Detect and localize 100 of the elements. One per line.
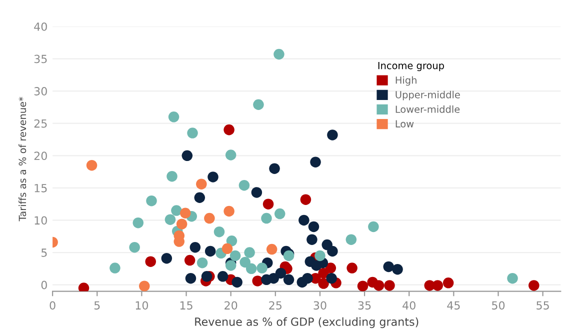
point — [168, 112, 180, 122]
point — [208, 172, 218, 182]
point — [308, 221, 320, 232]
point — [310, 156, 321, 168]
point — [298, 214, 310, 226]
y-tick-label: 35 — [34, 54, 47, 64]
point — [171, 205, 182, 216]
point — [275, 268, 286, 279]
point — [110, 262, 120, 274]
x-tick-label: 10 — [136, 301, 148, 310]
point — [261, 212, 272, 224]
point — [204, 212, 215, 224]
legend-title: Income group — [378, 62, 444, 72]
y-axis-title: Tariffs as a % of revenue* — [18, 96, 26, 222]
y-tick-label: 30 — [34, 87, 47, 96]
legend-label: High — [396, 76, 416, 86]
legend-label: Upper-middle — [396, 90, 460, 100]
x-tick-label: 50 — [492, 301, 505, 310]
point — [201, 271, 212, 282]
point — [180, 208, 191, 219]
point — [164, 214, 176, 225]
point — [528, 280, 540, 291]
point — [262, 198, 274, 210]
point — [182, 150, 193, 162]
y-tick-label: 25 — [34, 119, 47, 128]
point — [240, 256, 250, 268]
point — [196, 178, 207, 190]
point — [176, 218, 188, 230]
point — [306, 234, 318, 245]
point — [266, 244, 278, 255]
point — [132, 217, 144, 228]
point — [384, 280, 395, 291]
point — [226, 236, 238, 246]
point — [283, 274, 294, 286]
y-tick-label: 5 — [41, 248, 47, 257]
point — [373, 280, 384, 291]
point — [238, 180, 250, 191]
point — [225, 150, 236, 160]
point — [224, 124, 234, 136]
point — [383, 261, 394, 272]
point — [300, 194, 312, 205]
point — [196, 257, 208, 268]
point — [78, 282, 90, 292]
point — [145, 256, 156, 267]
point — [224, 206, 234, 217]
point — [244, 247, 255, 258]
point — [230, 250, 241, 262]
point — [326, 272, 337, 284]
point — [222, 243, 233, 254]
point — [256, 262, 268, 274]
x-tick-label: 5 — [94, 301, 100, 310]
point — [251, 187, 262, 198]
x-tick-label: 15 — [180, 301, 192, 310]
point — [161, 252, 172, 264]
point — [187, 128, 198, 138]
point — [314, 250, 326, 262]
point — [225, 260, 236, 271]
point — [138, 280, 150, 292]
point — [346, 262, 358, 274]
point — [368, 221, 379, 232]
point — [214, 226, 225, 238]
point — [86, 160, 98, 171]
point — [442, 278, 454, 288]
x-tick-label: 0 — [50, 301, 56, 310]
point — [252, 276, 263, 286]
point — [204, 246, 216, 257]
point — [318, 278, 329, 289]
x-tick-label: 20 — [224, 301, 238, 310]
y-tick-label: 0 — [41, 280, 47, 290]
point — [194, 192, 206, 204]
x-tick-label: 35 — [358, 301, 371, 310]
point — [185, 272, 196, 284]
point — [269, 163, 280, 174]
point — [346, 234, 357, 245]
y-tick-label: 15 — [34, 184, 47, 192]
legend-label: Lower-middle — [396, 105, 460, 113]
point — [217, 271, 228, 282]
point — [268, 272, 279, 284]
y-tick-label: 10 — [34, 216, 47, 225]
x-tick-label: 25 — [269, 301, 282, 310]
point — [129, 242, 140, 253]
x-tick-label: 45 — [447, 301, 460, 310]
point — [184, 254, 196, 266]
x-tick-label: 55 — [536, 301, 549, 310]
point — [327, 246, 338, 257]
point — [146, 195, 157, 206]
point — [232, 276, 242, 288]
y-tick-label: 40 — [34, 22, 47, 31]
y-tick-label: 20 — [34, 152, 47, 160]
point — [311, 260, 322, 271]
x-tick-label: 40 — [402, 301, 416, 310]
point — [274, 208, 286, 220]
point — [507, 272, 518, 284]
point — [166, 170, 178, 182]
x-axis-title: Revenue as % of GDP (excluding grants) — [195, 317, 418, 328]
point — [327, 130, 338, 140]
point — [302, 272, 313, 284]
point — [432, 280, 444, 291]
point — [357, 280, 368, 292]
point — [253, 99, 264, 110]
